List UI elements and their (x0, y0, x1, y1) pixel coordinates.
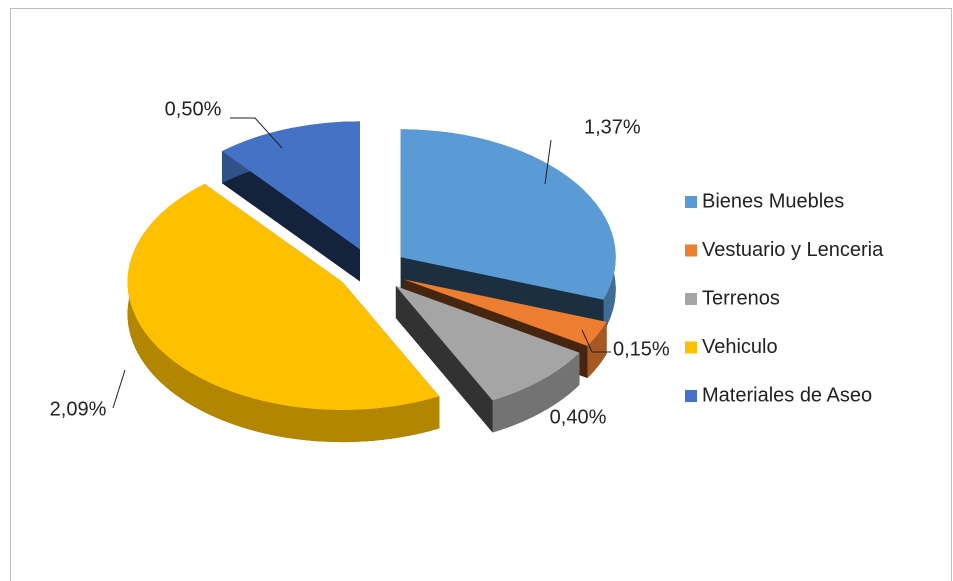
slice-wall (222, 151, 360, 282)
slice-tops (127, 121, 616, 411)
legend-label: Vehiculo (702, 336, 778, 358)
legend-swatch (685, 390, 697, 402)
legend-swatch (685, 244, 697, 257)
slice-wall (395, 286, 493, 433)
slice (403, 279, 607, 346)
slice-outer-wall (127, 183, 440, 443)
legend-label: Bienes Muebles (702, 190, 844, 212)
leader-line (581, 329, 611, 353)
leader-line (112, 369, 126, 409)
leader-line (230, 117, 283, 149)
legend-swatch (685, 341, 697, 354)
slice (400, 129, 616, 300)
legend-label: Terrenos (702, 287, 780, 309)
slice (222, 121, 360, 250)
data-label: 0,15% (613, 338, 670, 360)
legend-swatch (685, 196, 697, 208)
slice-outer-wall (587, 321, 607, 378)
slice (127, 183, 440, 411)
data-label: 2,09% (50, 398, 107, 420)
slice-outer-wall (492, 352, 580, 433)
data-labels: 1,37% 0,15% 0,40% 2,09% 0,50% (50, 98, 670, 428)
slice (395, 286, 580, 401)
legend-swatch (685, 293, 697, 305)
data-label: 1,37% (584, 116, 641, 138)
data-label: 0,50% (165, 98, 222, 120)
legend-label: Vestuario y Lenceria (702, 239, 884, 261)
legend: Bienes Muebles Vestuario y Lenceria Terren… (685, 190, 884, 406)
legend-label: Materiales de Aseo (702, 384, 872, 406)
leader-line (544, 139, 552, 185)
data-label: 0,40% (550, 406, 607, 428)
